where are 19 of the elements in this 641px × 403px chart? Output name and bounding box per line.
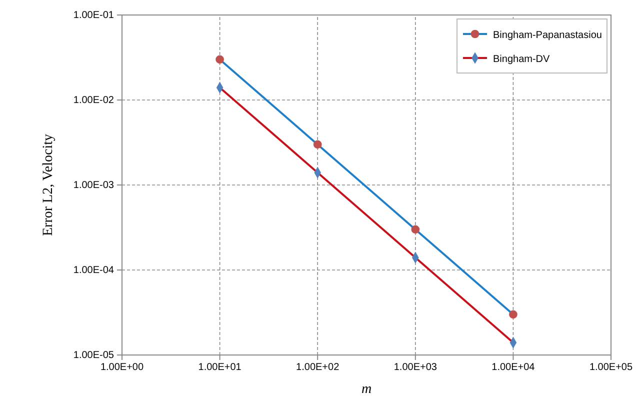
y-tick-label: 1.00E-02 <box>73 95 114 106</box>
y-tick-label: 1.00E-01 <box>73 10 114 22</box>
y-axis-title: Error L2, Velocity <box>41 134 56 236</box>
point <box>411 225 420 234</box>
x-tick-label: 1.00E+02 <box>296 362 340 374</box>
x-tick-label: 1.00E+05 <box>589 362 633 374</box>
x-tick-label: 1.00E+04 <box>492 362 536 374</box>
y-tick-label: 1.00E-03 <box>73 180 114 192</box>
point <box>313 140 322 149</box>
x-tick-label: 1.00E+01 <box>198 362 242 374</box>
x-axis-title: m <box>361 382 372 397</box>
x-tick-label: 1.00E+03 <box>394 362 438 374</box>
x-tick-label: 1.00E+00 <box>100 362 144 374</box>
legend-label: Bingham-Papanastasiou <box>493 30 602 41</box>
point <box>216 55 224 64</box>
y-tick-label: 1.00E-05 <box>73 350 114 362</box>
legend-label: Bingham-DV <box>493 54 550 65</box>
y-tick-label: 1.00E-04 <box>73 265 114 276</box>
point <box>509 310 518 319</box>
